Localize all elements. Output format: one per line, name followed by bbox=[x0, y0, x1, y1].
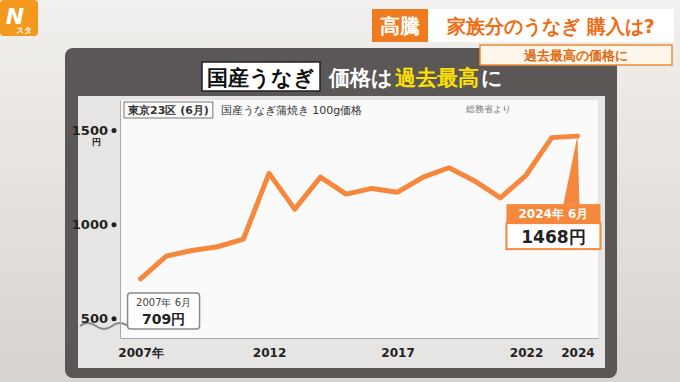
plot-area bbox=[120, 100, 598, 338]
subtitle-tag-box bbox=[124, 102, 213, 118]
x-tick: 2022 bbox=[510, 338, 543, 360]
annotation-box bbox=[128, 293, 200, 329]
title-box bbox=[202, 62, 320, 91]
y-tick: 1000 bbox=[72, 217, 117, 232]
chart-page: Nスタ高騰家族分のうなぎ 購入は?過去最高の価格に国産うなぎ価格は過去最高に東京… bbox=[0, 0, 680, 382]
background bbox=[0, 0, 680, 382]
y-tick-label: 1500 bbox=[72, 123, 108, 138]
title-part: に bbox=[481, 66, 503, 90]
y-tick-label: 1000 bbox=[72, 217, 108, 232]
x-tick-label: 2024 bbox=[561, 346, 594, 360]
headline: 家族分のうなぎ 購入は? bbox=[446, 15, 655, 38]
y-tick-mark bbox=[112, 316, 117, 321]
annotations: 2007年 6月 709円 2024年 6月 1468円 bbox=[128, 136, 601, 329]
annotation-value: 1468円 bbox=[521, 227, 585, 247]
title-part: 価格は bbox=[328, 66, 393, 90]
x-tick: 2012 bbox=[253, 338, 286, 360]
panel-inner bbox=[78, 96, 605, 368]
annotation-date: 2024年 6月 bbox=[518, 207, 588, 221]
x-tick: 2017 bbox=[381, 338, 414, 360]
panel-frame bbox=[65, 48, 617, 378]
logo-box bbox=[0, 0, 38, 36]
tag: 高騰 bbox=[380, 14, 420, 38]
x-tick-label: 2007年 bbox=[118, 346, 163, 360]
annotation-callout bbox=[563, 136, 579, 204]
title-part: 国産うなぎ bbox=[207, 66, 315, 90]
y-axis-line bbox=[120, 101, 121, 339]
x-tick-label: 2022 bbox=[510, 346, 543, 360]
annotation-date: 2007年 6月 bbox=[136, 297, 191, 308]
logo-text: スタ bbox=[16, 26, 32, 35]
annotation-date-box bbox=[506, 204, 600, 223]
tag-box bbox=[372, 9, 428, 42]
subheadline: 過去最高の価格に bbox=[523, 48, 628, 63]
headline-box bbox=[428, 9, 674, 42]
x-axis-line bbox=[121, 338, 599, 339]
y-tick-mark bbox=[112, 222, 117, 227]
subtitle: 国産うなぎ蒲焼き 100g価格 bbox=[221, 104, 362, 117]
annotation-value: 709円 bbox=[142, 311, 185, 327]
source: 総務省より bbox=[465, 104, 511, 114]
y-unit: 円 bbox=[92, 137, 101, 147]
x-tick: 2007年 bbox=[118, 338, 163, 360]
y-tick-label: 500 bbox=[81, 311, 108, 326]
title-part: 過去最高 bbox=[395, 66, 479, 90]
y-tick: 1500 bbox=[72, 123, 117, 138]
subtitle-tag: 東京23区 (6月) bbox=[127, 104, 209, 117]
y-axis: 500 1000 1500 bbox=[72, 101, 121, 339]
x-tick-label: 2012 bbox=[253, 346, 286, 360]
subheadline-box bbox=[480, 45, 672, 65]
x-tick-label: 2017 bbox=[381, 346, 414, 360]
annotation-box bbox=[506, 223, 600, 249]
y-tick-mark bbox=[112, 128, 117, 133]
x-axis: 2007年 2012 2017 2022 2024 bbox=[118, 338, 598, 360]
y-tick: 500 bbox=[81, 311, 117, 326]
x-tick: 2024 bbox=[561, 338, 594, 360]
